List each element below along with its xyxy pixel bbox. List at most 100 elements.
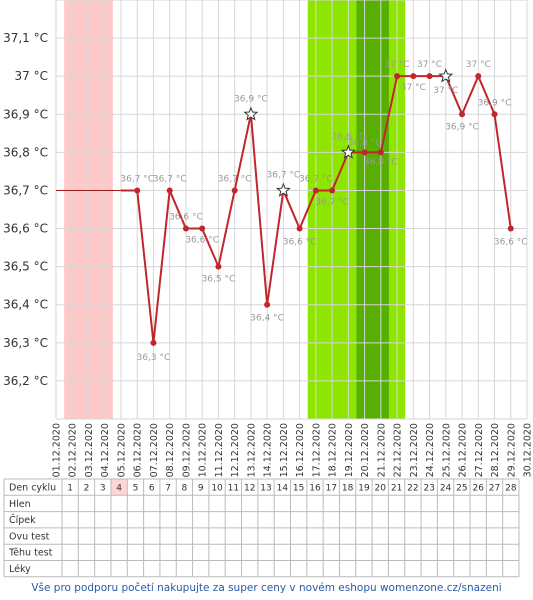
y-tick-label: 36,5 °C: [3, 260, 48, 274]
cycle-day-number: 13: [260, 484, 271, 494]
data-point: [329, 187, 336, 194]
cycle-day-number: 26: [472, 484, 484, 494]
x-tick-label: 26.12.2020: [458, 423, 469, 477]
cycle-day-number: 25: [456, 484, 467, 494]
data-label: 36,7 °C: [267, 170, 301, 180]
data-point: [166, 187, 173, 194]
data-label: 36,8 °C: [332, 132, 366, 142]
x-tick-label: 12.12.2020: [230, 423, 241, 477]
cycle-day-number: 8: [182, 484, 188, 494]
cycle-day-number: 27: [489, 484, 500, 494]
data-point: [475, 73, 482, 80]
data-label: 36,6 °C: [169, 213, 203, 223]
data-point: [459, 111, 466, 118]
x-tick-label: 30.12.2020: [523, 423, 533, 477]
data-label: 37 °C: [401, 83, 426, 93]
footer-note[interactable]: Vše pro podporu početí nakupujte za supe…: [31, 582, 502, 594]
data-label: 37 °C: [433, 86, 458, 96]
data-point: [426, 73, 433, 80]
cycle-day-number: 14: [277, 484, 289, 494]
data-label: 36,8 °C: [364, 157, 398, 167]
y-tick-label: 37,1 °C: [3, 31, 48, 45]
x-tick-label: 13.12.2020: [246, 423, 257, 477]
cycle-day-number: 18: [342, 484, 354, 494]
x-tick-label: 28.12.2020: [490, 423, 501, 477]
y-tick-label: 36,4 °C: [3, 298, 48, 312]
x-tick-label: 01.12.2020: [52, 423, 63, 477]
cycle-day-number: 11: [228, 484, 239, 494]
data-point: [410, 73, 417, 80]
data-label: 36,6 °C: [185, 236, 219, 246]
x-tick-label: 05.12.2020: [116, 423, 127, 477]
cycle-day-number: 23: [424, 484, 435, 494]
x-tick-label: 25.12.2020: [441, 423, 452, 477]
data-point: [150, 339, 157, 346]
cycle-day-number: 9: [198, 484, 204, 494]
cycle-row-label: Těhu test: [8, 548, 53, 559]
x-tick-label: 19.12.2020: [344, 423, 355, 477]
cycle-day-number: 28: [505, 484, 517, 494]
cycle-day-number: 19: [358, 484, 370, 494]
data-point: [182, 225, 189, 232]
data-label: 36,5 °C: [202, 275, 236, 285]
data-label: 37 °C: [417, 60, 442, 70]
y-tick-label: 36,7 °C: [3, 183, 48, 197]
x-tick-label: 27.12.2020: [474, 423, 485, 477]
x-tick-label: 09.12.2020: [181, 423, 192, 477]
data-point: [264, 301, 271, 308]
cycle-day-number: 22: [407, 484, 418, 494]
cycle-row-label: Hlen: [9, 499, 31, 510]
data-point: [231, 187, 238, 194]
cycle-day-number: 2: [84, 484, 90, 494]
x-tick-label: 04.12.2020: [100, 423, 111, 477]
cycle-day-number: 24: [440, 484, 452, 494]
data-point: [361, 149, 368, 156]
star-marker: [275, 182, 291, 197]
data-point: [507, 225, 514, 232]
cycle-day-number: 10: [211, 484, 223, 494]
star-marker: [438, 68, 454, 83]
data-label: 36,7 °C: [315, 197, 349, 207]
cycle-day-number: 12: [244, 484, 255, 494]
data-label: 36,8 °C: [348, 138, 382, 148]
y-tick-label: 36,9 °C: [3, 107, 48, 121]
data-label: 36,4 °C: [250, 314, 284, 324]
x-tick-label: 08.12.2020: [165, 423, 176, 477]
cycle-day-number: 20: [375, 484, 387, 494]
band-3: [356, 0, 389, 419]
y-tick-label: 37 °C: [15, 69, 48, 83]
star-marker: [243, 106, 259, 121]
data-point: [377, 149, 384, 156]
cycle-day-number: 7: [165, 484, 171, 494]
cycle-day-number: 4: [116, 484, 122, 494]
data-label: 36,6 °C: [494, 238, 528, 248]
x-tick-label: 14.12.2020: [263, 423, 274, 477]
data-label: 36,9 °C: [234, 94, 268, 104]
data-label: 37 °C: [466, 60, 491, 70]
x-tick-label: 11.12.2020: [214, 423, 225, 477]
x-tick-label: 29.12.2020: [506, 423, 517, 477]
x-tick-label: 21.12.2020: [376, 423, 387, 477]
cycle-day-number: 16: [309, 484, 321, 494]
data-label: 36,9 °C: [478, 98, 512, 108]
x-tick-label: 23.12.2020: [409, 423, 420, 477]
cycle-day-number: 21: [391, 484, 402, 494]
cycle-day-number: 15: [293, 484, 304, 494]
cycle-day-number: 3: [100, 484, 106, 494]
y-tick-label: 36,2 °C: [3, 374, 48, 388]
x-tick-label: 18.12.2020: [328, 423, 339, 477]
data-label: 36,9 °C: [445, 122, 479, 132]
cycle-day-number: 1: [67, 484, 73, 494]
y-tick-label: 36,8 °C: [3, 145, 48, 159]
data-label: 36,7 °C: [153, 174, 187, 184]
x-tick-label: 22.12.2020: [393, 423, 404, 477]
cycle-row-label: Den cyklu: [9, 483, 56, 494]
data-label: 36,7 °C: [120, 174, 154, 184]
data-point: [134, 187, 141, 194]
data-label: 36,7 °C: [299, 174, 333, 184]
data-label: 36,6 °C: [283, 238, 317, 248]
cycle-row-label: Léky: [9, 564, 31, 575]
x-tick-label: 24.12.2020: [425, 423, 436, 477]
x-tick-label: 17.12.2020: [311, 423, 322, 477]
